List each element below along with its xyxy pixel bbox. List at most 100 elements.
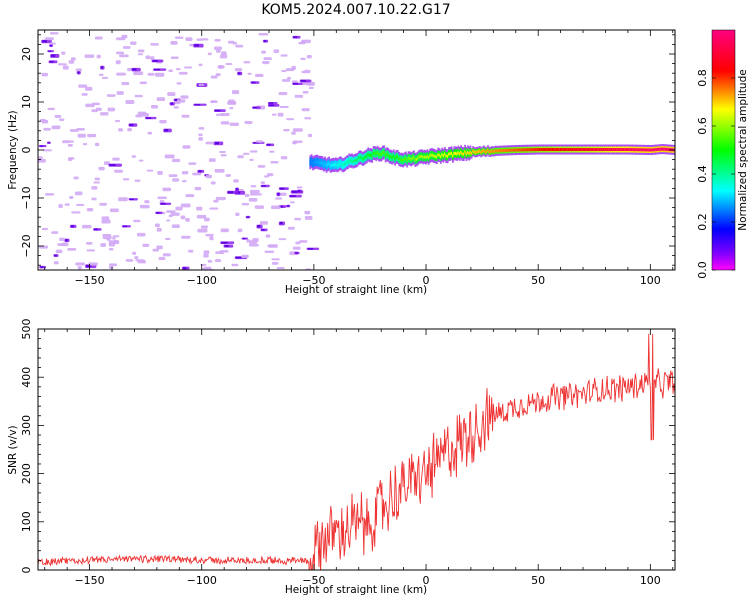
noise-speck [121,34,128,39]
noise-speck-core [174,99,178,101]
noise-speck [263,175,270,178]
trace-core [610,148,613,152]
noise-speck [108,242,116,247]
noise-speck [147,72,155,76]
noise-speck [273,49,280,53]
noise-speck-core [297,190,301,193]
noise-speck [295,241,301,245]
trace-core [534,148,536,152]
trace-core [488,150,491,154]
noise-speck [181,171,189,175]
noise-speck [130,41,137,45]
trace-core [326,163,329,167]
trace-core [655,148,658,152]
noise-speck [111,237,116,240]
trace-core [511,148,514,152]
noise-speck [233,179,239,183]
trace-core [360,156,363,160]
trace-core [439,155,442,159]
noise-speck-core [236,188,238,191]
noise-speck [114,169,123,173]
trace-core [542,148,545,152]
noise-speck [281,79,291,82]
noise-speck [74,191,83,196]
noise-speck [219,150,226,154]
trace-core [425,155,427,159]
noise-speck-core [246,216,249,218]
trace-core [484,150,487,154]
snr-x-label: Height of straight line (km) [285,584,427,596]
trace-core [552,148,555,152]
noise-speck [306,55,312,59]
noise-speck [51,231,59,234]
noise-speck [304,210,311,215]
snr-x-tick-label: 100 [640,574,661,587]
noise-speck [144,200,150,204]
noise-speck [118,128,124,132]
trace-core [651,148,654,152]
noise-speck [100,112,109,116]
trace-core [616,148,619,152]
trace-core [379,153,382,157]
trace-core [417,156,419,160]
noise-speck [232,41,238,45]
noise-speck [154,223,160,228]
noise-speck [133,219,141,223]
noise-speck [159,120,167,124]
trace-core [359,155,361,159]
noise-speck [104,161,110,165]
noise-speck [271,258,280,261]
trace-core [328,162,331,166]
noise-speck-core [261,229,265,231]
trace-core [396,155,399,159]
noise-speck [204,217,210,222]
trace-core [434,154,437,158]
trace-core [356,158,359,162]
trace-core [583,148,586,152]
noise-speck [175,68,181,71]
trace-core [516,148,519,152]
noise-speck [200,225,208,229]
noise-speck [271,261,279,265]
noise-speck [279,106,289,109]
trace-core [660,147,663,151]
trace-core [414,158,417,162]
snr-y-tick-label: 200 [20,463,33,484]
trace-core [598,148,601,152]
spectrogram-y-tick-label: 0 [20,147,33,154]
trace-core [337,163,340,167]
noise-speck [108,247,114,251]
trace-core [384,153,387,157]
noise-speck-core [291,190,298,193]
noise-speck [214,169,225,173]
trace-core [448,152,450,156]
noise-speck [229,122,239,126]
noise-speck [76,203,85,206]
colorbar-tick-label: 0.0 [696,261,709,279]
trace-core [497,149,500,153]
noise-speck [249,192,257,196]
noise-speck-core [164,129,169,132]
noise-speck [283,129,290,132]
noise-speck [168,174,178,178]
trace-core [668,148,671,152]
snr-y-tick-label: 500 [20,319,33,340]
trace-core [501,149,504,153]
noise-speck-core [257,225,261,228]
trace-core [578,148,581,152]
signal-trace-layer [309,144,675,173]
noise-speck [157,170,163,175]
noise-speck [292,140,303,144]
noise-speck [276,267,285,270]
noise-speck-core [194,104,201,106]
trace-core [310,159,313,163]
noise-speck [91,186,98,190]
trace-core [517,148,520,152]
noise-speck [93,181,101,184]
noise-speck [292,128,303,132]
noise-speck [198,63,203,67]
trace-core [485,150,488,154]
trace-core [378,152,380,156]
trace-core [664,147,667,151]
noise-speck [77,133,86,138]
